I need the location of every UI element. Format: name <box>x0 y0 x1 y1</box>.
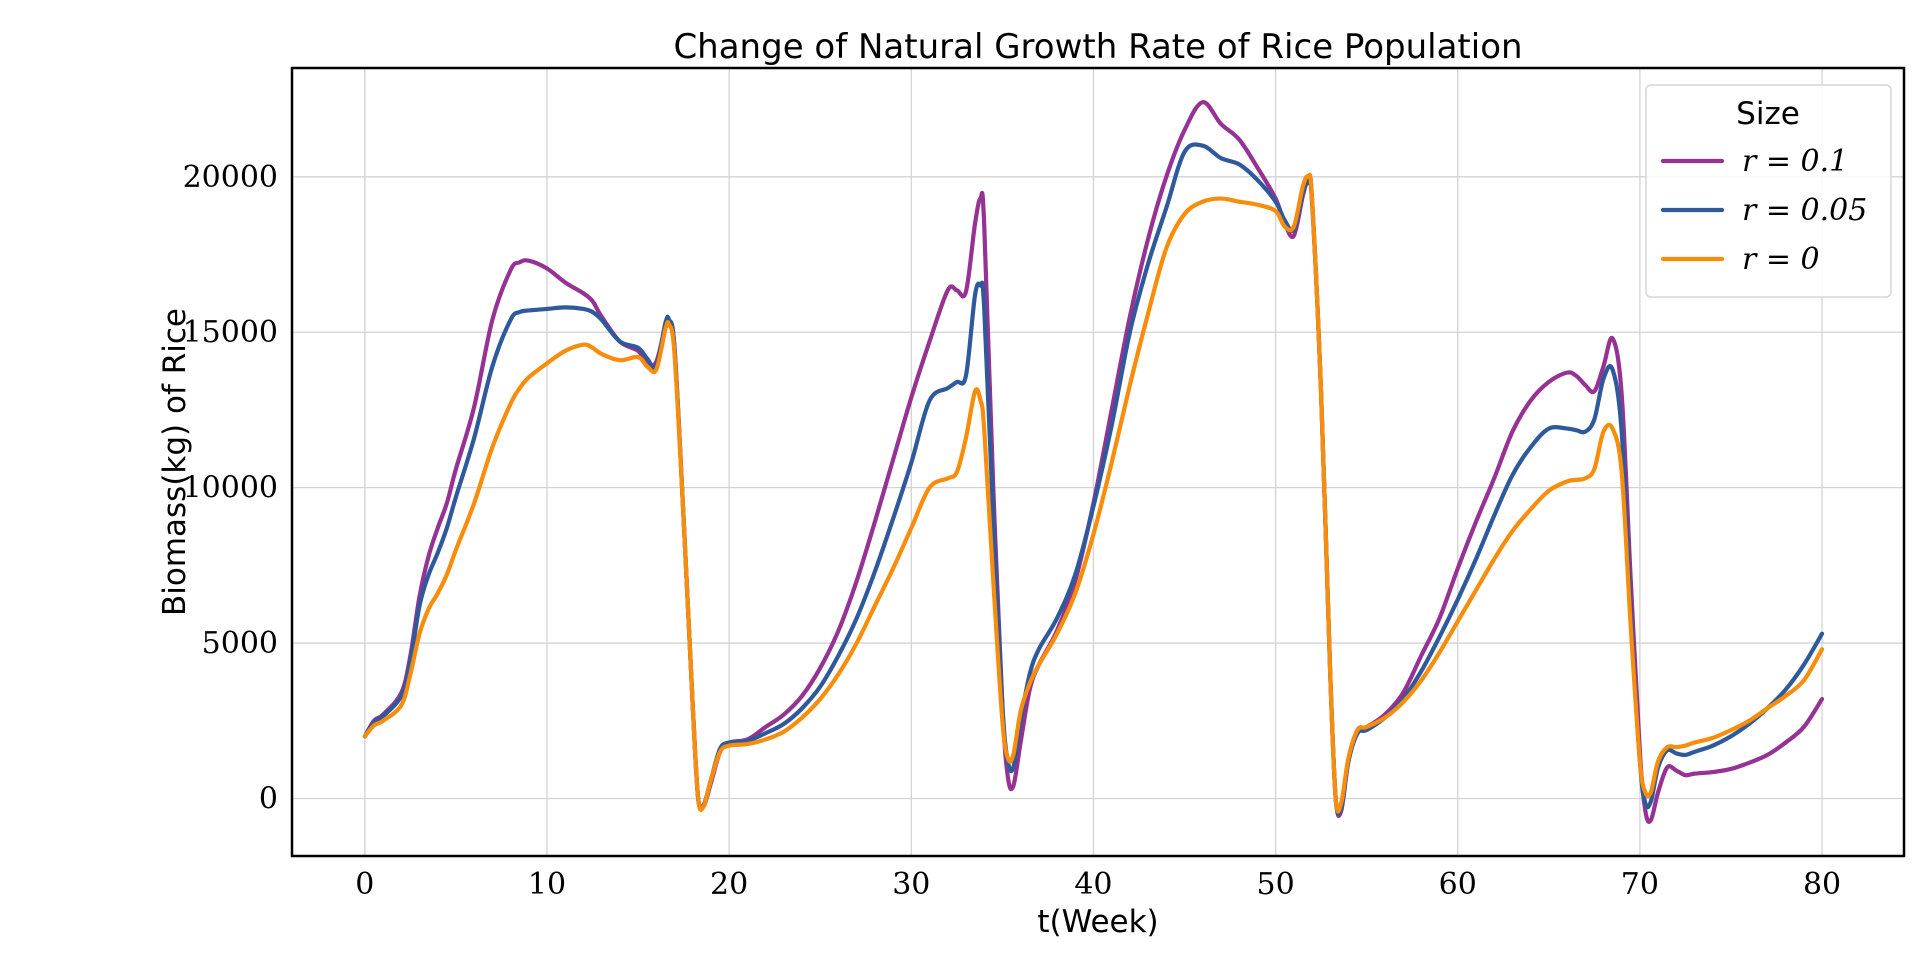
chart-title: Change of Natural Growth Rate of Rice Po… <box>673 27 1522 67</box>
legend-label-0: r = 0.1 <box>1742 144 1848 179</box>
plot-area-frame <box>290 66 1906 858</box>
y-tick-label: 15000 <box>183 315 278 350</box>
x-tick-label: 70 <box>1621 867 1659 902</box>
series-line-2 <box>362 172 1825 814</box>
y-axis-ticks: 0 5000 10000 15000 20000 <box>183 160 278 817</box>
x-axis-ticks: 0 10 20 30 40 50 60 70 80 <box>355 867 1841 902</box>
x-tick-label: 30 <box>892 867 930 902</box>
x-tick-label: 80 <box>1803 867 1841 902</box>
y-axis-label: Biomass(kg) of Rice <box>157 308 193 616</box>
legend-label-1: r = 0.05 <box>1742 193 1867 228</box>
x-tick-label: 0 <box>355 867 374 902</box>
y-tick-label: 0 <box>259 781 278 816</box>
x-tick-label: 20 <box>710 867 748 902</box>
x-tick-label: 40 <box>1074 867 1112 902</box>
legend-label-2: r = 0 <box>1742 242 1820 277</box>
x-tick-label: 50 <box>1256 867 1294 902</box>
y-tick-label: 5000 <box>202 626 278 661</box>
x-tick-label: 60 <box>1439 867 1477 902</box>
legend: Size r = 0.1 r = 0.05 r = 0 <box>1645 84 1892 298</box>
y-tick-label: 20000 <box>183 160 278 195</box>
legend-entries: r = 0.1 r = 0.05 r = 0 <box>1660 144 1867 277</box>
x-axis-label: t(Week) <box>1037 904 1158 940</box>
series-group <box>362 100 1825 824</box>
series-line-1 <box>362 142 1825 816</box>
legend-title: Size <box>1736 96 1800 132</box>
legend-box <box>1645 84 1892 298</box>
x-tick-label: 10 <box>528 867 566 902</box>
y-tick-label: 10000 <box>183 471 278 506</box>
